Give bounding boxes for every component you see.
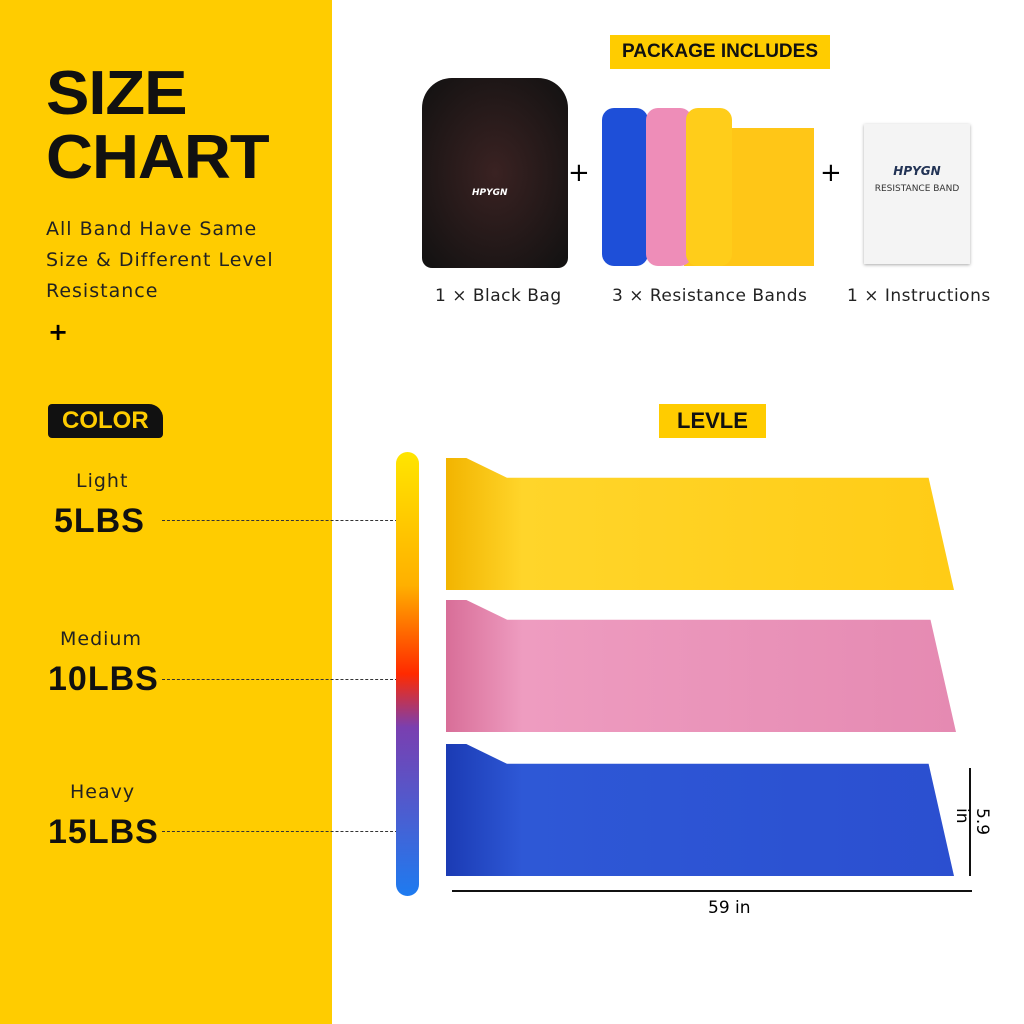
black-bag-image: HPYGN	[422, 78, 568, 268]
resistance-gradient-bar	[396, 452, 419, 896]
blue-band-roll	[602, 108, 648, 266]
level-heavy-label: Heavy	[70, 781, 136, 803]
yellow-band-roll	[686, 108, 732, 266]
level-light-label: Light	[76, 470, 129, 492]
caption-bands: 3 × Resistance Bands	[612, 286, 808, 306]
width-label: 59 in	[708, 898, 751, 918]
dash-line	[162, 831, 398, 832]
width-arrow	[452, 890, 972, 892]
instructions-manual-image: HPYGN RESISTANCE BAND	[864, 124, 970, 264]
dash-line	[162, 679, 398, 680]
level-medium-weight: 10LBS	[48, 660, 159, 698]
caption-instructions: 1 × Instructions	[847, 286, 991, 306]
yellow-band-image	[446, 458, 954, 590]
description: All Band Have Same Size & Different Level…	[46, 218, 274, 302]
pink-band-image	[446, 600, 956, 732]
height-label: 5.9 in	[952, 808, 992, 836]
level-medium-label: Medium	[60, 628, 142, 650]
plus-sign: +	[48, 318, 69, 346]
package-tag: PACKAGE INCLUDES	[610, 35, 830, 69]
plus-sign: +	[820, 158, 842, 188]
level-light-weight: 5LBS	[54, 502, 145, 540]
pink-band-roll	[646, 108, 692, 266]
blue-band-image	[446, 744, 954, 876]
dash-line	[162, 520, 398, 521]
caption-bag: 1 × Black Bag	[435, 286, 562, 306]
color-tag: COLOR	[48, 404, 163, 438]
level-tag: LEVLE	[659, 404, 766, 438]
height-arrow	[969, 768, 971, 876]
page-title: SIZE CHART	[46, 59, 270, 192]
level-heavy-weight: 15LBS	[48, 813, 159, 851]
plus-sign: +	[568, 158, 590, 188]
left-panel	[0, 0, 332, 1024]
